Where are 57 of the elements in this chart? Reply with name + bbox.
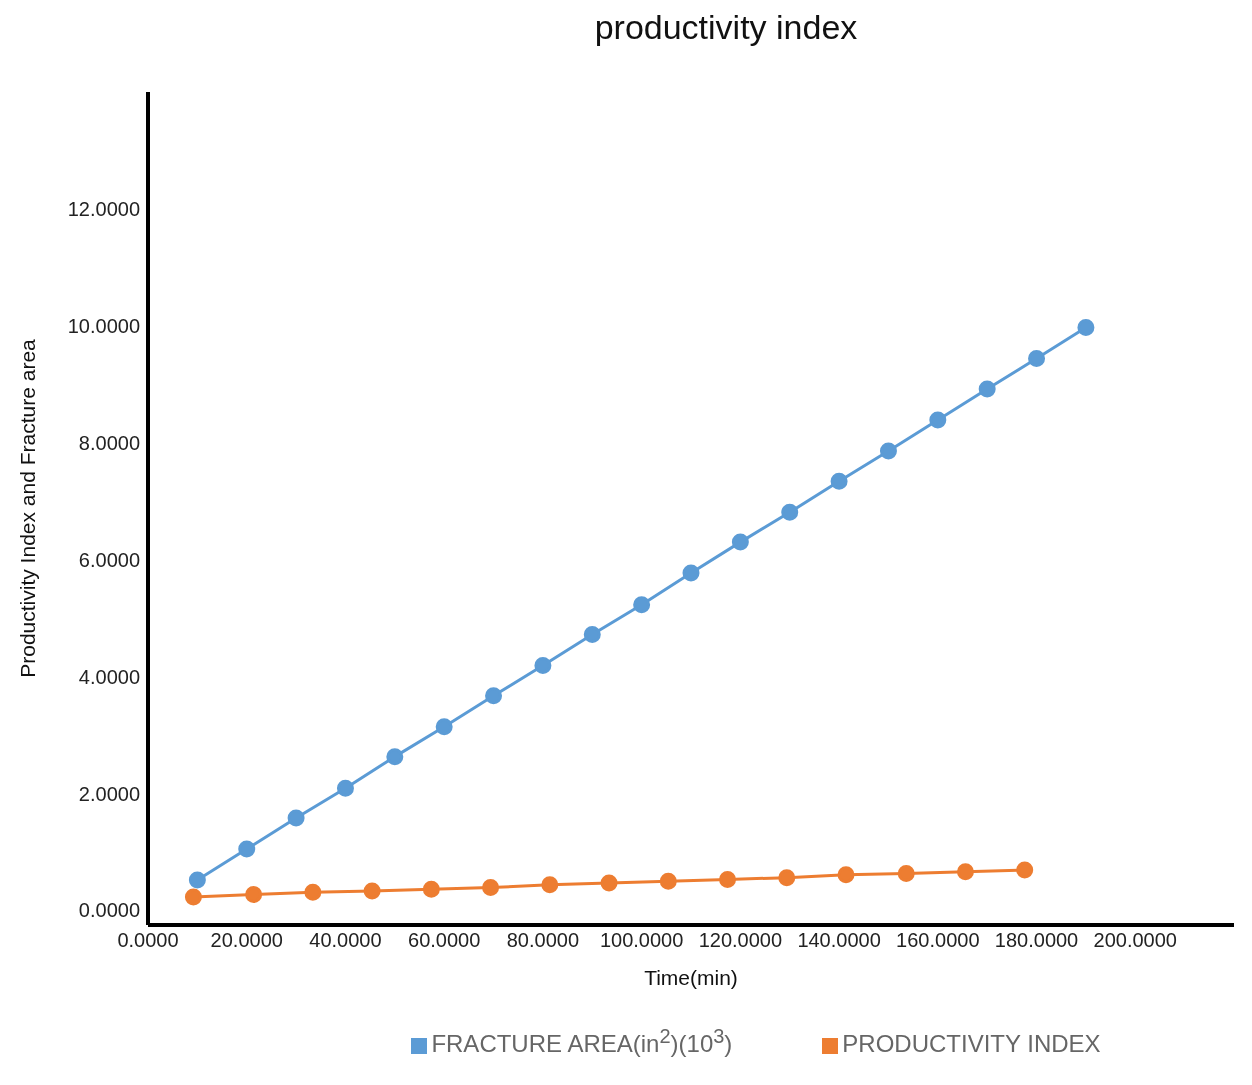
point	[363, 882, 381, 900]
point	[778, 869, 796, 887]
point	[719, 870, 737, 888]
y-axis-title: Productivity Index and Fracture area	[16, 338, 40, 678]
point	[1077, 319, 1095, 337]
point	[956, 863, 974, 881]
x-tick-label: 180.0000	[994, 929, 1079, 952]
point	[781, 503, 799, 521]
point	[1016, 861, 1034, 879]
y-tick-label: 2.0000	[78, 782, 140, 805]
point	[304, 883, 322, 901]
point	[583, 625, 601, 643]
x-tick-label: 160.0000	[896, 929, 980, 952]
legend-label: PRODUCTIVITY INDEX	[842, 1030, 1101, 1057]
point	[1028, 350, 1046, 368]
x-tick-label: 120.0000	[698, 929, 783, 952]
y-tick-label: 10.0000	[67, 314, 140, 337]
point	[482, 879, 500, 897]
point	[600, 874, 618, 892]
x-tick-label: 0.0000	[117, 929, 179, 952]
y-tick-label: 6.0000	[78, 548, 140, 571]
point	[659, 872, 677, 890]
x-tick-label: 60.0000	[408, 929, 481, 952]
point	[287, 809, 305, 827]
point	[422, 880, 440, 898]
y-tick-label: 8.0000	[78, 431, 140, 454]
point	[682, 564, 700, 582]
x-tick-label: 100.0000	[599, 929, 684, 952]
point	[929, 411, 947, 429]
x-tick-label: 140.0000	[797, 929, 881, 952]
point	[897, 865, 915, 883]
point	[238, 840, 256, 858]
x-tick-label: 80.0000	[506, 929, 580, 952]
point	[435, 718, 453, 736]
chart-title: productivity index	[593, 8, 859, 48]
legend-label: FRACTURE AREA(in$^{2}$)(10$^{3}$)	[431, 1025, 733, 1057]
x-axis-title: Time(min)	[644, 966, 738, 989]
point	[978, 380, 996, 398]
point	[541, 876, 559, 894]
y-tick-label: 12.0000	[67, 198, 140, 221]
point	[633, 596, 651, 614]
point	[188, 871, 206, 889]
point	[245, 886, 263, 904]
point	[184, 888, 202, 906]
x-tick-label: 40.0000	[309, 929, 382, 952]
point	[336, 779, 354, 797]
point	[830, 472, 848, 490]
point	[534, 656, 552, 674]
y-tick-label: 0.0000	[78, 899, 140, 922]
point	[485, 687, 503, 705]
point	[731, 533, 749, 551]
x-tick-label: 200.0000	[1093, 929, 1177, 952]
point	[879, 442, 897, 460]
point	[837, 866, 855, 884]
y-tick-label: 4.0000	[78, 665, 140, 688]
x-tick-label: 20.0000	[210, 929, 283, 952]
point	[386, 748, 404, 766]
